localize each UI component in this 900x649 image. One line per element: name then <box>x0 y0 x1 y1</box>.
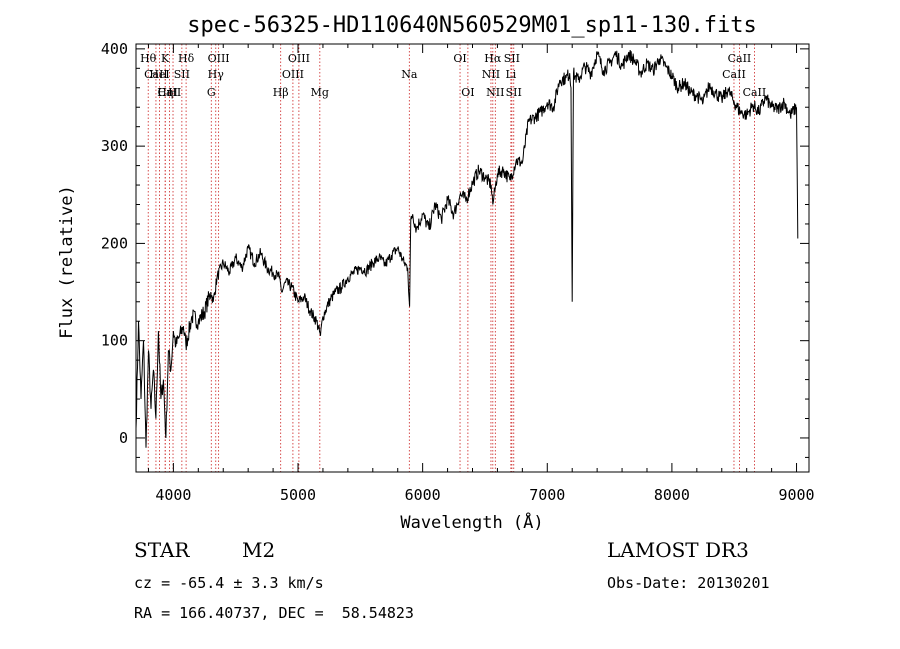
y-tick-label: 300 <box>101 137 128 155</box>
spectral-line-label: OI <box>461 86 474 99</box>
spectral-line-label: OIII <box>288 52 310 65</box>
spectral-line-label: Hβ <box>273 86 289 99</box>
spectral-line-label: CaII <box>722 68 746 81</box>
object-subclass: M2 <box>242 538 276 562</box>
spectral-line-markers <box>147 44 755 472</box>
axes: 4000 5000 6000 7000 8000 9000 0 100 200 300 400 <box>101 40 815 504</box>
spectral-line-label: NII <box>486 86 504 99</box>
spectral-line-label: Na <box>401 68 418 81</box>
spectral-line-label: K <box>161 52 170 65</box>
spectral-line-label: OIII <box>282 68 304 81</box>
spectral-line-label: SII <box>174 68 190 81</box>
x-tick-label: 4000 <box>155 486 191 504</box>
x-tick-label: 7000 <box>529 486 565 504</box>
chart-title: spec-56325-HD110640N560529M01_sp11-130.f… <box>187 13 757 38</box>
spectral-line-label: SII <box>506 86 522 99</box>
survey-name: LAMOST DR3 <box>607 538 749 562</box>
object-class: STAR <box>134 538 190 562</box>
spectrum-line <box>135 49 799 448</box>
spectral-line-label: OIII <box>208 52 230 65</box>
spectral-line-label: Hδ <box>178 52 195 65</box>
spectral-line-label: CaII <box>144 68 168 81</box>
spectral-line-label: CaII <box>158 86 182 99</box>
y-tick-label: 0 <box>119 429 128 447</box>
spectral-line-label: H <box>168 86 178 99</box>
x-tick-label: 6000 <box>405 486 441 504</box>
x-tick-label: 9000 <box>778 486 814 504</box>
x-tick-label: 8000 <box>654 486 690 504</box>
spectral-line-label: CaII <box>728 52 752 65</box>
y-tick-label: 200 <box>101 234 128 252</box>
spectral-line-label: NII <box>482 68 500 81</box>
x-tick-label: 5000 <box>280 486 316 504</box>
spectral-line-label: Hγ <box>208 68 225 81</box>
spectral-line-label: SII <box>504 52 520 65</box>
y-tick-label: 100 <box>101 332 128 350</box>
spectral-line-label: OI <box>453 52 466 65</box>
redshift-text: cz = -65.4 ± 3.3 km/s <box>134 574 324 592</box>
coordinates-text: RA = 166.40737, DEC = 58.54823 <box>134 604 414 622</box>
spectral-line-label: CaII <box>743 86 767 99</box>
spectral-line-label: Hη <box>157 86 173 99</box>
spectral-line-label: G <box>207 86 216 99</box>
spectral-line-label: Hθ <box>140 52 157 65</box>
spectral-line-label: Li <box>505 68 516 81</box>
spectral-line-label: HeI <box>149 68 169 81</box>
x-axis-label: Wavelength (Å) <box>400 511 543 533</box>
obs-date-text: Obs-Date: 20130201 <box>607 574 770 592</box>
spectral-line-label: Hα <box>484 52 502 65</box>
spectrum-series <box>135 49 799 448</box>
y-axis-label: Flux (relative) <box>57 185 77 339</box>
y-tick-label: 400 <box>101 40 128 58</box>
spectral-line-label: Mg <box>311 86 329 99</box>
